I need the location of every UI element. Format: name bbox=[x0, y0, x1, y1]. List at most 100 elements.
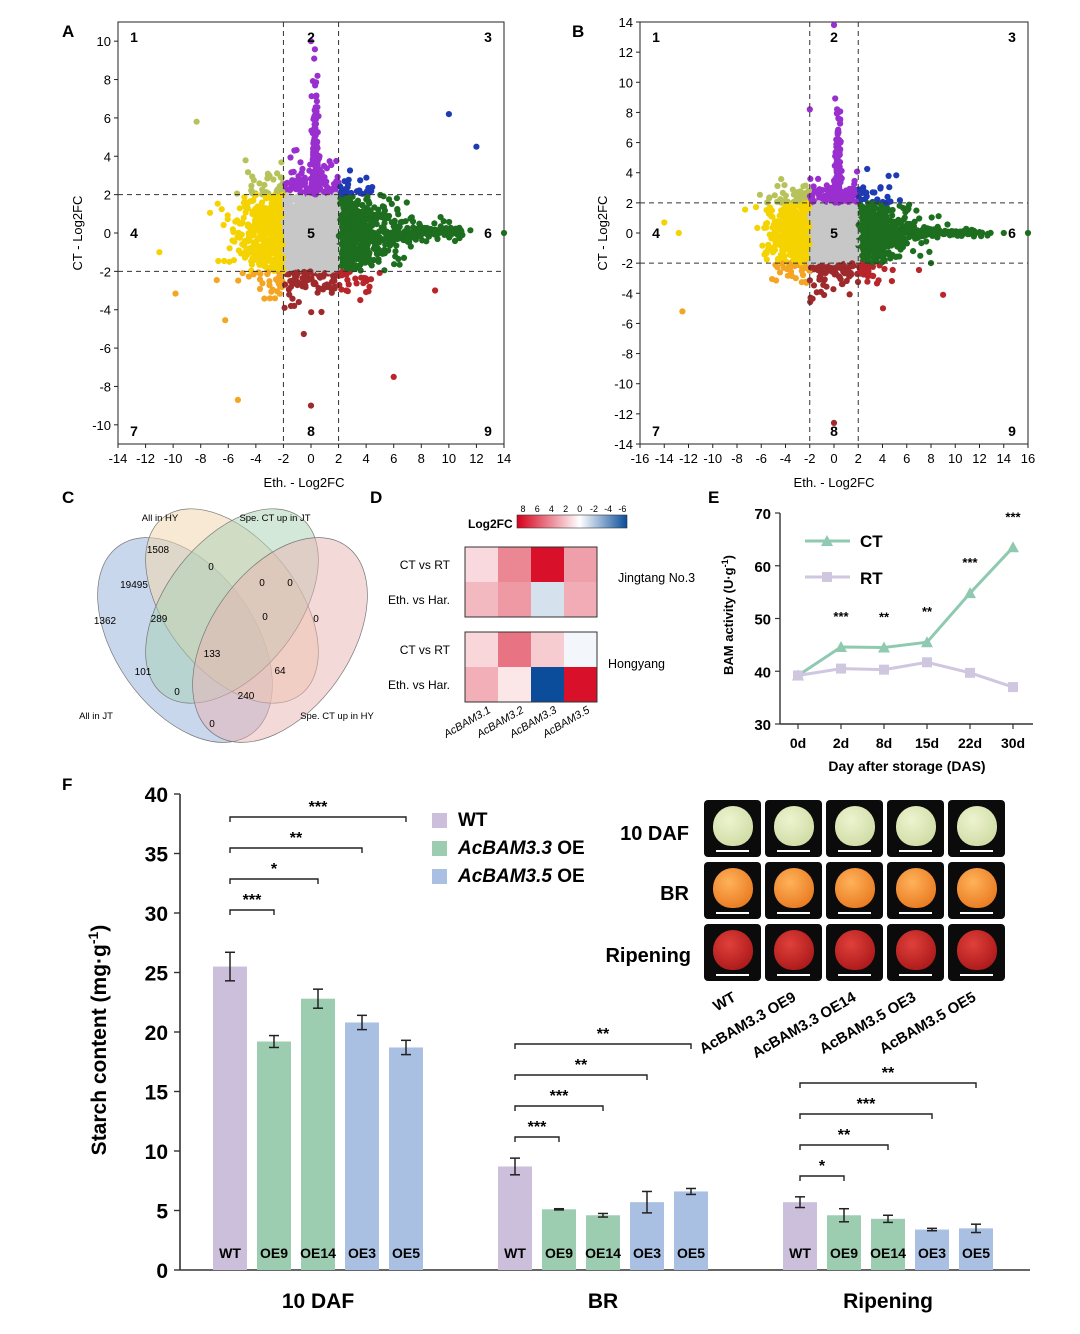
data-point bbox=[256, 180, 263, 187]
data-point bbox=[451, 237, 459, 245]
data-point bbox=[348, 246, 355, 253]
panel-label-a: A bbox=[62, 22, 74, 41]
data-point bbox=[854, 168, 861, 175]
data-point bbox=[865, 200, 872, 207]
data-point bbox=[425, 231, 432, 238]
data-point bbox=[270, 176, 277, 183]
data-point bbox=[206, 209, 214, 216]
data-point bbox=[904, 206, 911, 213]
data-point bbox=[446, 218, 453, 226]
data-point bbox=[311, 125, 318, 132]
panel-label-f: F bbox=[62, 775, 72, 794]
data-point bbox=[395, 211, 402, 218]
data-point bbox=[294, 279, 301, 286]
data-point bbox=[289, 295, 296, 302]
data-point bbox=[261, 295, 268, 302]
data-point bbox=[407, 215, 414, 222]
x-axis-title: Eth. - Log2FC bbox=[264, 475, 345, 490]
data-point bbox=[297, 188, 304, 195]
data-point bbox=[229, 226, 236, 233]
data-point bbox=[315, 284, 322, 292]
data-point bbox=[256, 285, 264, 292]
data-point bbox=[781, 182, 788, 189]
data-point bbox=[445, 111, 452, 118]
data-point bbox=[291, 216, 298, 223]
data-point bbox=[276, 253, 284, 260]
data-point bbox=[300, 225, 307, 232]
data-point bbox=[390, 223, 397, 230]
y-tick-label: 8 bbox=[104, 73, 111, 88]
data-point bbox=[294, 177, 301, 184]
data-point bbox=[443, 225, 450, 232]
data-point bbox=[353, 280, 360, 287]
y-tick-label: 6 bbox=[104, 111, 111, 126]
data-point bbox=[316, 173, 323, 180]
data-point bbox=[266, 278, 273, 285]
data-point bbox=[234, 396, 241, 403]
data-point bbox=[385, 247, 392, 254]
data-point bbox=[353, 188, 361, 195]
data-point bbox=[291, 255, 298, 262]
data-point bbox=[249, 173, 256, 180]
data-point bbox=[345, 281, 352, 288]
data-point bbox=[326, 158, 333, 165]
data-point bbox=[917, 252, 924, 259]
data-point bbox=[393, 195, 400, 202]
data-point bbox=[810, 282, 818, 289]
data-point bbox=[300, 330, 307, 338]
y-tick-label: 0 bbox=[104, 226, 111, 241]
scatter-plot-a: Eth. - Log2FC CT - Log2FC -14 -12 -10 -8 -6-… bbox=[70, 21, 511, 490]
data-point bbox=[248, 182, 255, 189]
data-point bbox=[277, 174, 284, 181]
data-point bbox=[255, 215, 263, 222]
data-point bbox=[283, 200, 290, 207]
data-point bbox=[337, 200, 344, 207]
data-point bbox=[311, 55, 318, 62]
data-point bbox=[252, 238, 259, 245]
y-tick-label: -8 bbox=[99, 379, 111, 394]
data-point bbox=[873, 280, 881, 287]
data-point bbox=[396, 261, 403, 268]
data-point bbox=[913, 207, 920, 214]
data-point bbox=[327, 224, 334, 231]
y-axis-title: CT - Log2FC bbox=[595, 196, 610, 271]
x-axis-title: Eth. - Log2FC bbox=[794, 475, 875, 490]
data-point bbox=[310, 147, 317, 154]
data-point bbox=[271, 295, 279, 302]
data-point bbox=[325, 238, 332, 245]
data-point bbox=[864, 278, 871, 285]
data-point bbox=[368, 218, 375, 225]
data-point bbox=[339, 222, 346, 229]
data-point bbox=[251, 252, 258, 259]
data-point bbox=[310, 179, 317, 186]
y-tick-label: 10 bbox=[97, 34, 111, 49]
data-point bbox=[754, 224, 761, 231]
data-point bbox=[241, 254, 249, 261]
data-point bbox=[326, 264, 333, 271]
x-tick-label: 14 bbox=[497, 451, 511, 466]
data-point bbox=[314, 152, 321, 159]
data-point bbox=[215, 257, 222, 265]
panel-label-e: E bbox=[708, 488, 719, 507]
x-tick-label: 12 bbox=[469, 451, 483, 466]
data-point bbox=[889, 266, 896, 274]
data-point bbox=[220, 221, 227, 229]
data-point bbox=[302, 200, 309, 207]
data-point bbox=[299, 212, 306, 219]
data-point bbox=[395, 255, 402, 263]
data-point bbox=[354, 233, 361, 240]
data-point bbox=[295, 299, 302, 306]
data-point bbox=[297, 242, 305, 250]
data-point bbox=[318, 203, 325, 210]
data-point bbox=[357, 267, 364, 274]
data-point bbox=[336, 281, 343, 289]
data-point bbox=[257, 243, 264, 250]
data-point bbox=[352, 227, 359, 234]
data-point bbox=[250, 197, 257, 204]
data-point bbox=[306, 252, 313, 260]
data-point bbox=[319, 222, 326, 229]
panel-label-b: B bbox=[572, 22, 584, 41]
data-point bbox=[235, 277, 242, 284]
data-point bbox=[250, 232, 257, 239]
data-point bbox=[264, 170, 271, 177]
